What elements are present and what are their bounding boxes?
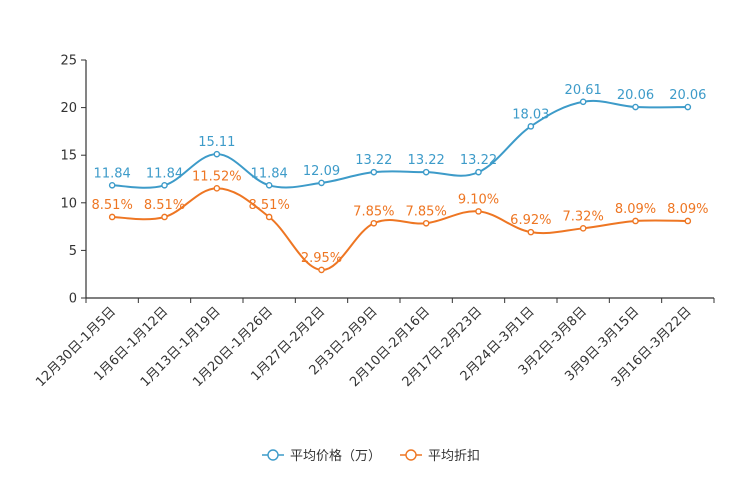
data-label: 13.22 <box>408 153 445 168</box>
data-point[interactable] <box>422 168 430 176</box>
data-point[interactable] <box>527 123 535 130</box>
data-label: 11.52% <box>192 169 242 184</box>
data-label: 15.11 <box>198 135 235 150</box>
data-label: 8.51% <box>144 198 185 213</box>
data-label: 9.10% <box>458 192 499 207</box>
data-point[interactable] <box>527 228 535 236</box>
y-tick-label: 20 <box>60 101 77 116</box>
data-point[interactable] <box>475 208 482 215</box>
data-point[interactable] <box>632 103 639 111</box>
data-point[interactable] <box>265 181 273 189</box>
series-avg-price: 11.84 11.84 15.11 11.84 12.09 13.22 13.22 13.22… <box>94 83 706 189</box>
data-point[interactable] <box>213 150 221 158</box>
data-label: 2.95% <box>301 251 342 266</box>
data-label: 8.51% <box>249 198 290 213</box>
data-label: 7.85% <box>406 204 447 219</box>
data-point[interactable] <box>108 213 116 221</box>
data-point[interactable] <box>684 217 692 225</box>
data-point[interactable] <box>370 168 378 176</box>
data-point[interactable] <box>108 181 116 189</box>
legend-marker-icon <box>405 449 417 461</box>
data-point[interactable] <box>422 219 430 227</box>
data-label: 18.03 <box>512 107 549 122</box>
series-layer: 11.84 11.84 15.11 11.84 12.09 13.22 13.22 13.22… <box>92 83 708 274</box>
data-point[interactable] <box>265 213 273 221</box>
data-point[interactable] <box>318 266 325 274</box>
data-label: 8.09% <box>615 202 656 217</box>
data-label: 11.84 <box>94 166 131 181</box>
data-point[interactable] <box>579 225 587 232</box>
data-point[interactable] <box>161 213 168 221</box>
legend-item-avg-price[interactable]: 平均价格（万） <box>262 448 381 464</box>
data-point[interactable] <box>213 185 221 192</box>
data-point[interactable] <box>318 179 325 187</box>
data-label: 11.84 <box>146 166 183 181</box>
data-point[interactable] <box>475 168 482 176</box>
data-point[interactable] <box>632 217 639 225</box>
data-point[interactable] <box>370 219 378 227</box>
data-label: 7.85% <box>353 204 394 219</box>
legend-label: 平均价格（万） <box>290 448 381 464</box>
legend-item-avg-discount[interactable]: 平均折扣 <box>400 449 480 464</box>
chart-legend[interactable]: 平均价格（万） 平均折扣 <box>262 448 480 464</box>
legend-label: 平均折扣 <box>428 449 480 464</box>
series-avg-discount: 8.51% 8.51% 11.52% 8.51% 2.95% 7.85% 7.85% 9.10… <box>92 169 708 274</box>
data-label: 13.22 <box>460 153 497 168</box>
y-tick-label: 0 <box>69 292 77 307</box>
data-label: 20.06 <box>669 88 706 103</box>
data-label: 7.32% <box>563 209 604 224</box>
data-label: 13.22 <box>355 153 392 168</box>
y-tick-label: 25 <box>60 54 77 69</box>
data-point[interactable] <box>161 181 168 189</box>
data-label: 11.84 <box>251 166 288 181</box>
series-line <box>112 187 688 271</box>
data-point[interactable] <box>579 98 587 106</box>
data-label: 12.09 <box>303 164 340 179</box>
y-tick-label: 10 <box>60 196 77 211</box>
y-tick-label: 5 <box>69 244 77 259</box>
legend-marker-icon <box>267 449 279 461</box>
data-label: 20.61 <box>565 83 602 98</box>
y-tick-label: 15 <box>60 149 77 164</box>
data-label: 8.09% <box>667 202 708 217</box>
data-label: 20.06 <box>617 88 654 103</box>
data-label: 8.51% <box>92 198 133 213</box>
data-point[interactable] <box>684 103 692 111</box>
data-label: 6.92% <box>510 213 551 228</box>
